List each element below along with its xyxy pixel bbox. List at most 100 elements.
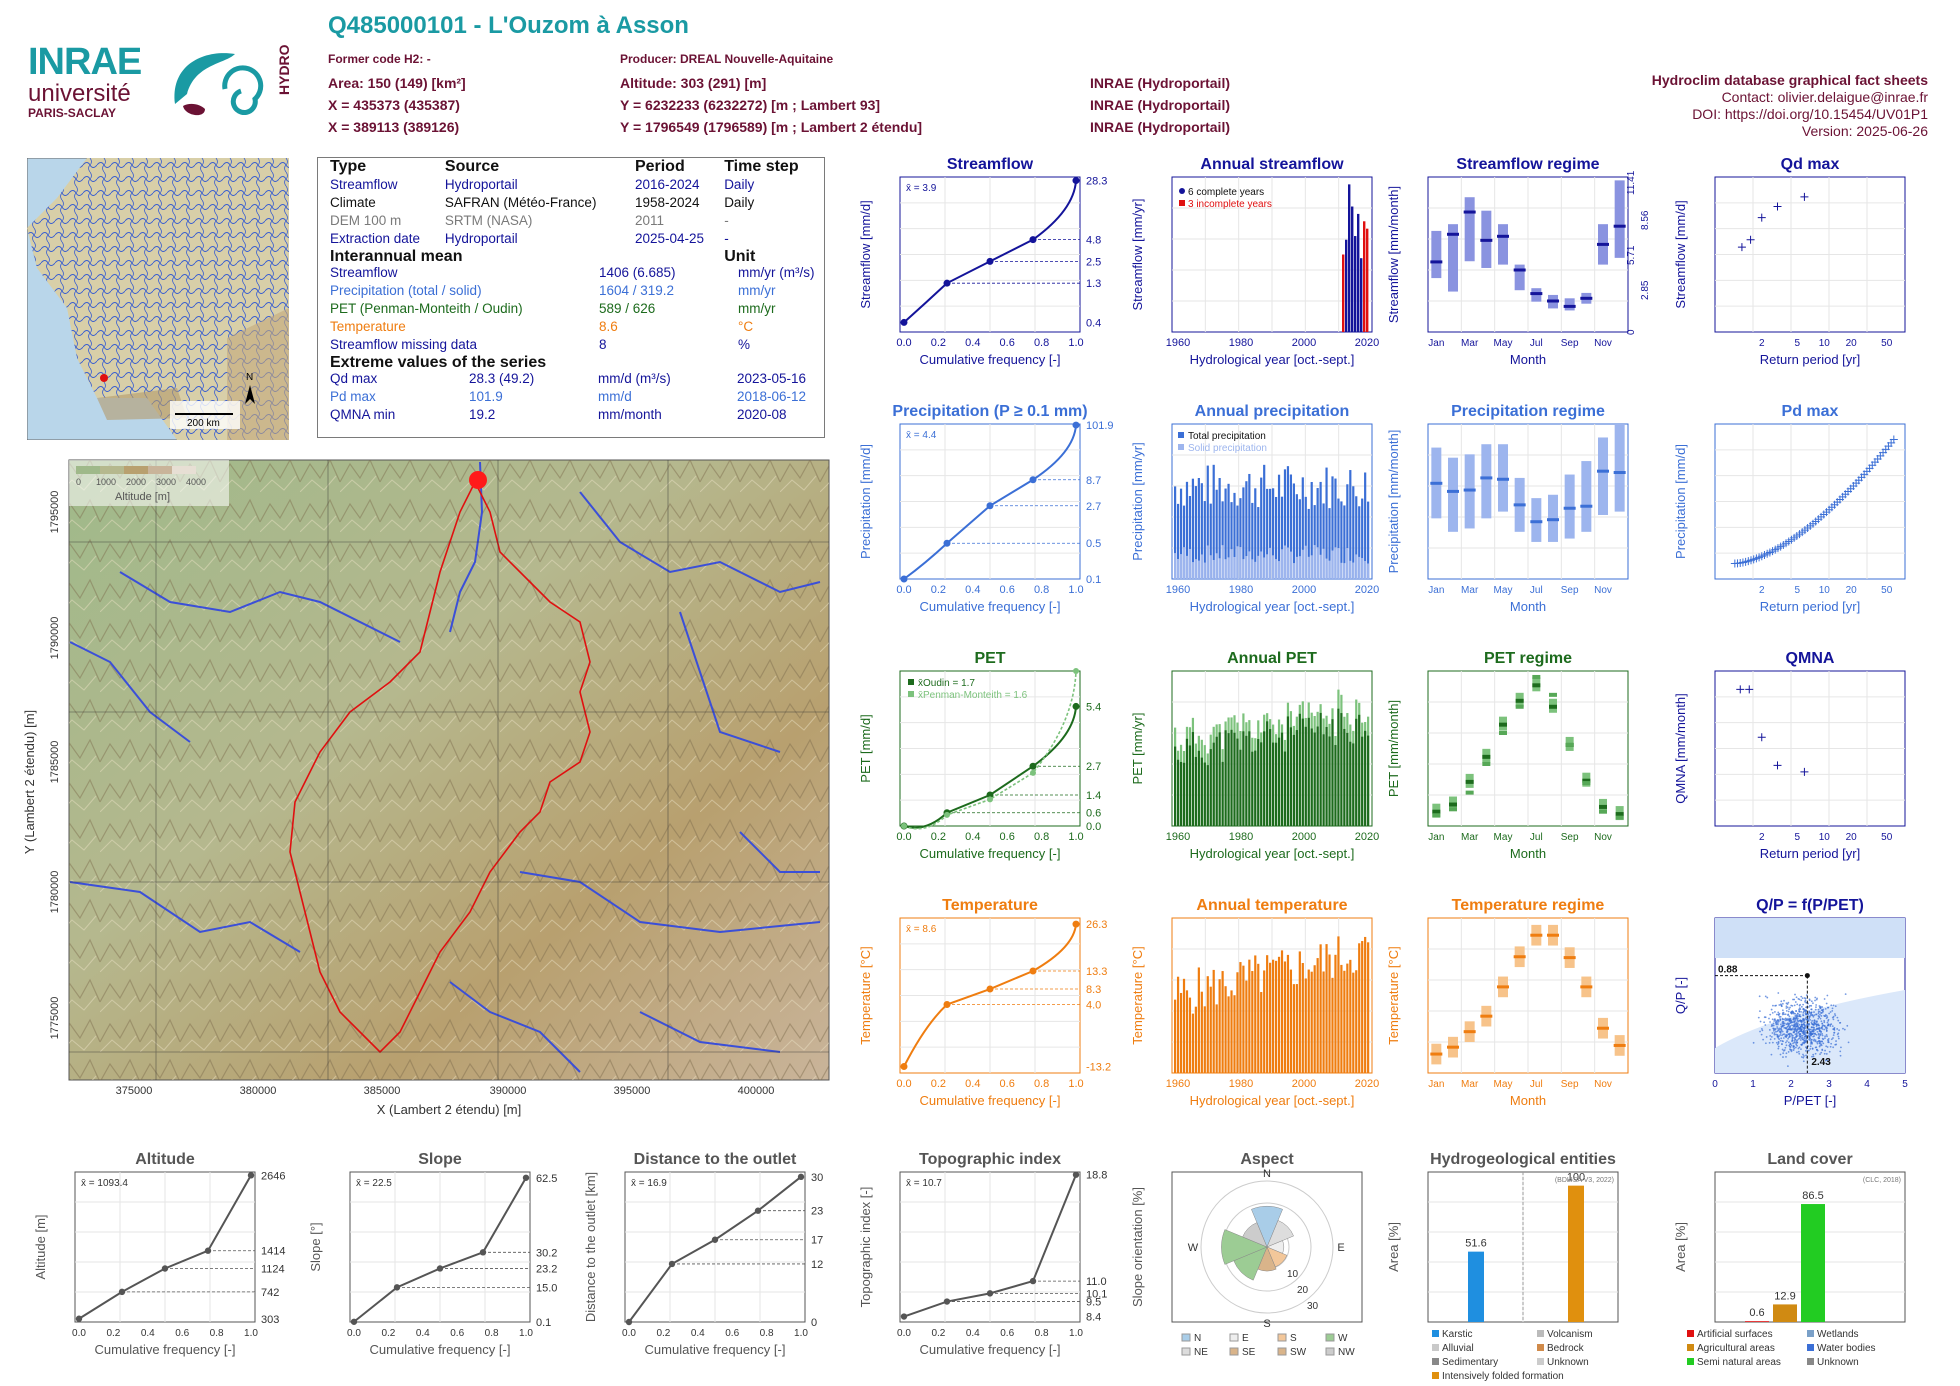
annual-temp-bar: [1304, 978, 1307, 1073]
regime-median: [1563, 506, 1576, 510]
regime-median: [1463, 210, 1476, 214]
legend-swatch: [1229, 1347, 1239, 1356]
bar-value-label: 0.6: [1749, 1307, 1764, 1319]
annual-temp-bar: [1179, 992, 1183, 1073]
regime-range: [1531, 498, 1542, 542]
x-tick: 50: [1881, 832, 1893, 843]
annual-oudin-bar: [1215, 736, 1218, 826]
annual-temp-bar: [1274, 960, 1278, 1073]
annual-solid-bar: [1352, 562, 1355, 579]
quantile-label: 23: [811, 1206, 823, 1218]
annual-oudin-bar: [1319, 712, 1322, 826]
temp_regime-ylabel: Temperature [°C]: [1386, 946, 1401, 1044]
info-row-climate: Climate SAFRAN (Météo-France) 1958-2024 Dai…: [328, 194, 818, 212]
temp_cdf-chart: Temperature Cumulative frequency [-] Tempe…: [858, 897, 1111, 1108]
annual-solid-bar: [1346, 548, 1349, 579]
qp-point: [1808, 1036, 1811, 1038]
qp-point: [1847, 1041, 1850, 1044]
annual-total-bar: [1194, 486, 1197, 579]
interannual-title: Interannual mean: [330, 248, 463, 265]
x-tick: 0.4: [966, 1328, 980, 1339]
annual-oudin-bar: [1304, 726, 1307, 826]
qp-point: [1821, 1026, 1824, 1028]
x-tick: 0.6: [1000, 337, 1015, 349]
legend-oudin-icon: [908, 679, 914, 685]
legend-oudin: x̄Oudin = 1.7: [918, 678, 975, 689]
qp-point: [1843, 1028, 1846, 1031]
quantile-label: 15.0: [536, 1282, 557, 1294]
qp-point: [1787, 1001, 1790, 1004]
qp-point: [1817, 1012, 1820, 1015]
legend-swatch: [1537, 1330, 1544, 1337]
regime-range: [1598, 437, 1608, 515]
cell: -: [724, 231, 729, 246]
annual-total-bar: [1272, 488, 1275, 579]
qp-point: [1784, 1013, 1787, 1016]
annual-total-bar: [1257, 507, 1260, 579]
legend-solid-icon: [1178, 444, 1184, 450]
qp-point: [1812, 1002, 1814, 1005]
annual-total-bar: [1280, 496, 1284, 579]
regime-pm: [1549, 692, 1557, 697]
qp-point: [1799, 1039, 1802, 1041]
qp-point: [1785, 1031, 1788, 1033]
y-tick: 1780000: [49, 871, 61, 914]
universite-wordmark: université: [28, 80, 131, 107]
regime-median: [1530, 933, 1543, 937]
pet_regime-chart: PET regime Month PET [mm/month] Jan Mar May Ju…: [1386, 650, 1629, 861]
altitude-xlabel: Cumulative frequency [-]: [95, 1342, 236, 1357]
annual-temp-bar: [1200, 991, 1203, 1073]
x-tick: Jan: [1428, 338, 1444, 349]
annual-solid-bar: [1319, 554, 1322, 579]
qp-point: [1799, 1033, 1802, 1035]
col-source: Source: [444, 158, 500, 175]
regime-median: [1430, 481, 1443, 485]
annual-oudin-bar: [1283, 751, 1287, 826]
qp-point: [1805, 1054, 1807, 1057]
qp-point: [1773, 1033, 1776, 1036]
hydrogeo-chart: Hydrogeological entities Area [%] 51.6 100(…: [1386, 1151, 1619, 1382]
qp-point: [1798, 1008, 1800, 1011]
qp-point: [1815, 1004, 1818, 1006]
regime-median: [1497, 477, 1509, 481]
annual-solid-bar: [1212, 559, 1215, 579]
qp-point: [1818, 1029, 1821, 1032]
distance-chart: Distance to the outlet Cumulative frequen…: [583, 1151, 823, 1357]
qp-point: [1781, 1030, 1784, 1033]
x-tick: Mar: [1461, 832, 1479, 843]
qp-point: [1793, 1040, 1796, 1042]
qp-title: Q/P = f(P/PET): [1756, 897, 1864, 914]
qp-point: [1790, 1044, 1793, 1047]
x-tick: 0.6: [1000, 584, 1015, 596]
qp-point: [1784, 1027, 1787, 1030]
x-tick: May: [1494, 338, 1513, 349]
annual_temp-title: Annual temperature: [1196, 897, 1347, 914]
qp-point: [1844, 993, 1847, 995]
quantile-label: 2646: [261, 1170, 285, 1182]
qp-point: [1805, 1013, 1808, 1016]
annual-oudin-bar: [1245, 735, 1248, 826]
annual-temp-bar: [1280, 950, 1284, 1073]
x-tick: Jul: [1530, 832, 1543, 843]
annual-temp-bar: [1248, 959, 1251, 1073]
qp-point: [1798, 1010, 1801, 1013]
qp-point: [1812, 1053, 1815, 1056]
x-tick: 10: [1819, 338, 1831, 349]
precip_regime-xlabel: Month: [1510, 599, 1546, 614]
annual-temp-bar: [1191, 1013, 1195, 1073]
qp-point: [1798, 1013, 1801, 1016]
qp-point: [1832, 1034, 1835, 1036]
annual-solid-bar: [1313, 545, 1316, 579]
regime-median: [1580, 296, 1593, 300]
qp-point: [1824, 1015, 1826, 1018]
x-tick: 5: [1795, 832, 1801, 843]
annual-oudin-bar: [1179, 761, 1183, 826]
qp-point: [1813, 1014, 1816, 1017]
quantile-label: -13.2: [1086, 1062, 1111, 1074]
annual-total-bar: [1245, 481, 1248, 579]
qp-point: [1790, 1004, 1793, 1007]
qp-point: [1832, 1004, 1835, 1007]
x-tick: 1960: [1166, 1078, 1190, 1090]
info-header-row: Type Source Period Time step: [328, 158, 818, 176]
regime-median: [1530, 520, 1543, 524]
